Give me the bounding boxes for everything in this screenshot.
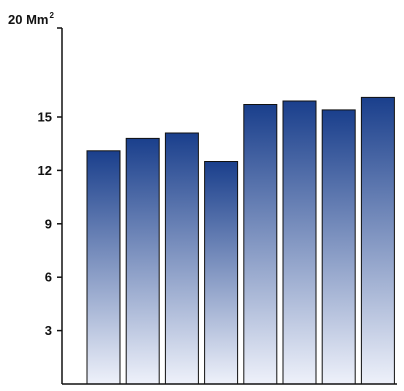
bar-1 [86,150,121,385]
y-tick-label-6: 6 [45,270,52,285]
y-axis-top-label: 20 Mm2 [8,11,54,27]
bar-4 [204,161,239,385]
y-tick-label-12: 12 [38,163,52,178]
y-tick-label-9: 9 [45,216,52,231]
bar-2 [125,137,160,385]
bar-3 [164,132,199,385]
y-axis-label-text: 20 Mm [8,12,48,27]
bar-8 [360,96,395,385]
bar-5 [243,104,278,385]
y-ticks: 3 6 9 12 15 [38,110,62,338]
bar-7 [321,109,356,385]
bar-6 [282,100,317,385]
y-tick-label-15: 15 [38,110,52,125]
y-tick-label-3: 3 [45,323,52,338]
y-axis-label-superscript: 2 [49,11,54,20]
bars [86,96,395,385]
